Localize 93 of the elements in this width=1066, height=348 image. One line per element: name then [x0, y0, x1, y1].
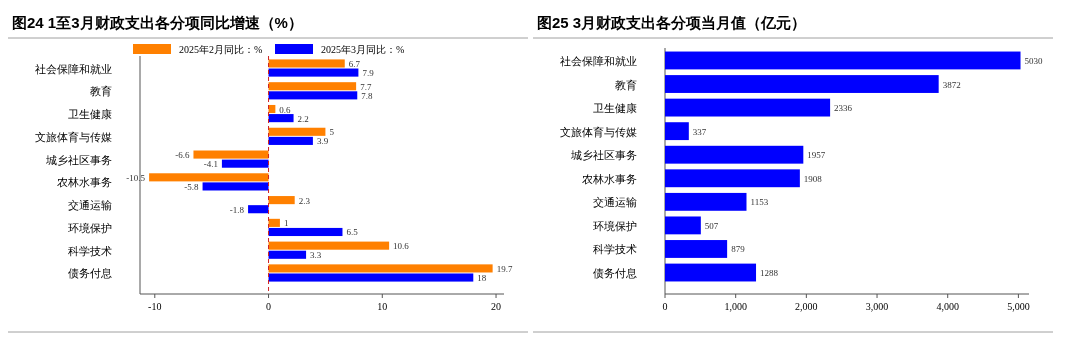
bar [268, 127, 326, 136]
bar [665, 98, 831, 117]
bar [193, 150, 269, 159]
x-tick-label: 4,000 [936, 301, 959, 312]
x-tick-label: 0 [662, 301, 668, 312]
data-label: 3872 [942, 79, 961, 90]
data-label: -10.5 [126, 172, 146, 183]
bar [268, 68, 359, 77]
data-label: 1153 [750, 197, 769, 208]
bar [248, 205, 269, 214]
bar [202, 182, 269, 191]
y-tick-label: 文旅体育与传媒 [560, 125, 637, 138]
bar [665, 169, 800, 188]
data-label: 507 [704, 220, 719, 231]
data-label: 5030 [1024, 55, 1044, 66]
data-label: 2.3 [298, 195, 311, 206]
bar [268, 241, 390, 250]
y-tick-label: 环境保护 [593, 219, 637, 232]
y-tick-label: 社会保障和就业 [35, 62, 112, 75]
bar [665, 240, 728, 258]
legend-label: 2025年2月同比：% [179, 44, 263, 55]
x-tick-label: 10 [377, 301, 388, 312]
data-label: 0.6 [279, 104, 292, 115]
bar [665, 75, 939, 93]
data-label: -5.8 [184, 181, 200, 192]
y-tick-label: 农林水事务 [582, 172, 637, 185]
bar [268, 196, 295, 205]
bar [665, 192, 747, 211]
y-tick-label: 社会保障和就业 [560, 54, 637, 67]
legend-label: 2025年3月同比：% [321, 44, 405, 55]
data-label: 2.2 [297, 113, 309, 124]
data-label: 10.6 [393, 241, 410, 252]
y-tick-label: 城乡社区事务 [45, 153, 112, 166]
bar [268, 91, 358, 100]
bar [268, 227, 343, 237]
x-tick-label: 1,000 [724, 301, 747, 312]
y-tick-label: 科学技术 [593, 243, 637, 256]
y-tick-label: 卫生健康 [593, 102, 637, 115]
y-tick-label: 教育 [615, 78, 637, 91]
chart-title: 图24 1至3月财政支出各分项同比增速（%） [12, 14, 303, 31]
data-label: 7.8 [361, 90, 374, 101]
y-tick-label: 环境保护 [68, 221, 112, 234]
y-tick-label: 科学技术 [68, 244, 112, 257]
bar [268, 218, 280, 227]
y-tick-label: 交通运输 [68, 199, 112, 212]
y-tick-label: 卫生健康 [68, 108, 112, 121]
data-label: 18 [477, 273, 487, 284]
data-label: 6.7 [348, 58, 361, 69]
x-tick-label: 0 [266, 301, 272, 312]
data-label: 1957 [807, 150, 826, 161]
data-label: 2336 [834, 103, 853, 114]
y-tick-label: 教育 [90, 85, 112, 98]
bar [665, 263, 757, 282]
data-label: 3.3 [310, 250, 322, 261]
bar [268, 250, 307, 259]
bar [268, 264, 493, 273]
bar [268, 273, 474, 282]
data-label: 3.9 [316, 136, 329, 147]
bar [665, 216, 701, 235]
x-tick-label: 20 [491, 301, 502, 312]
data-label: 7.9 [362, 68, 375, 79]
data-label: 337 [692, 126, 707, 137]
bar [268, 59, 345, 68]
y-tick-label: 债务付息 [68, 267, 112, 280]
y-tick-label: 文旅体育与传媒 [35, 130, 112, 143]
bar [665, 145, 804, 164]
chart-title: 图25 3月财政支出各分项当月值（亿元） [537, 14, 807, 31]
bar [665, 51, 1021, 70]
bar [268, 136, 313, 145]
data-label: 6.5 [346, 227, 359, 238]
data-label: 19.7 [496, 263, 513, 274]
bar [149, 173, 269, 182]
x-tick-label: 3,000 [865, 301, 889, 312]
data-label: 1908 [803, 173, 823, 184]
data-label: 879 [731, 244, 746, 255]
x-tick-label: 2,000 [795, 301, 818, 312]
data-label: 5 [329, 127, 335, 138]
data-label: -6.6 [175, 150, 190, 161]
y-tick-label: 债务付息 [593, 267, 637, 280]
bar [268, 82, 357, 91]
data-label: 1288 [760, 268, 779, 279]
bar [665, 122, 689, 141]
y-tick-label: 交通运输 [593, 196, 637, 209]
data-label: -4.1 [203, 159, 218, 170]
x-tick-label: -10 [148, 301, 162, 312]
data-label: 7.7 [360, 81, 372, 92]
data-label: 1 [283, 218, 289, 229]
data-label: -1.8 [229, 204, 245, 215]
bar [268, 114, 294, 123]
y-tick-label: 农林水事务 [57, 176, 112, 189]
y-tick-label: 城乡社区事务 [570, 149, 637, 162]
bar [221, 159, 269, 168]
x-tick-label: 5,000 [1007, 301, 1030, 312]
